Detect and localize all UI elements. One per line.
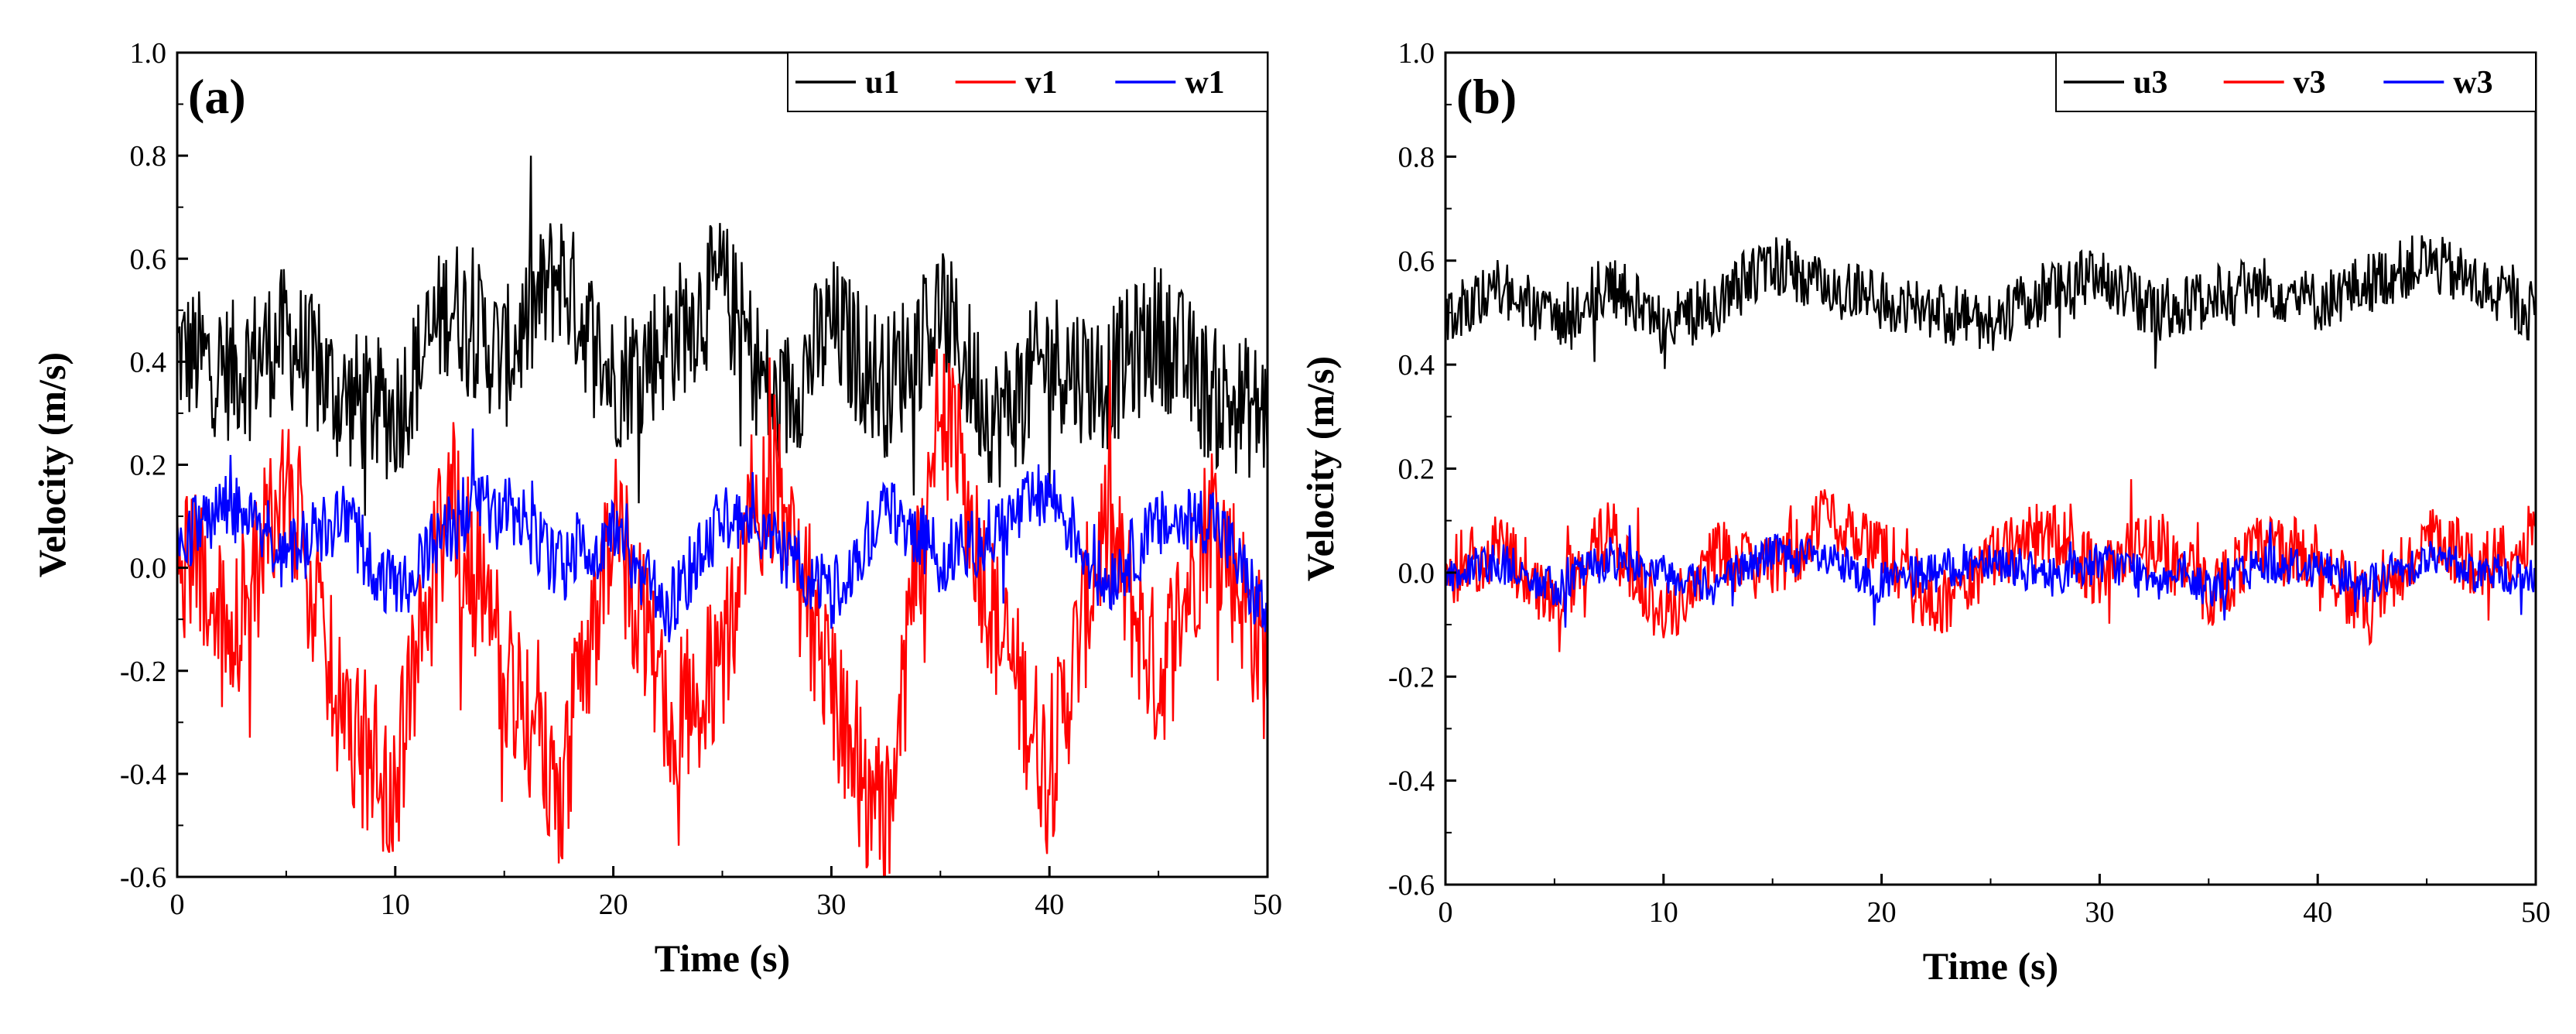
x-tick-label: 20 — [1867, 896, 1897, 929]
y-axis-title: Velocity (m/s) — [1298, 356, 1342, 581]
legend-label-w1: w1 — [1185, 65, 1224, 101]
y-tick-label: -0.6 — [120, 861, 166, 894]
y-tick-label: -0.4 — [1388, 765, 1435, 798]
x-tick-label: 0 — [170, 888, 185, 921]
y-tick-label: 0.4 — [130, 346, 167, 378]
legend: u3 v3 w3 — [2056, 53, 2536, 111]
x-tick-label: 10 — [1649, 896, 1678, 929]
y-axis-title: Velocity (m/s) — [30, 352, 74, 577]
y-tick-label: 0.0 — [1398, 557, 1435, 590]
y-tick-label: 0.8 — [1398, 141, 1435, 173]
x-tick-label: 40 — [1035, 888, 1064, 921]
y-tick-label: -0.2 — [120, 656, 166, 688]
y-tick-label: 0.8 — [130, 140, 167, 173]
x-tick-label: 50 — [1253, 888, 1282, 921]
y-tick-label: 1.0 — [1398, 37, 1435, 70]
y-tick-label: -0.2 — [1388, 661, 1435, 693]
legend-label-w3: w3 — [2453, 65, 2492, 101]
x-tick-label: 40 — [2303, 896, 2332, 929]
legend-label-v1: v1 — [1025, 65, 1058, 101]
panel-label: (b) — [1456, 69, 1517, 124]
series-line-u1 — [177, 156, 1267, 515]
x-tick-label: 0 — [1439, 896, 1453, 929]
plot-frame — [177, 53, 1267, 877]
x-tick-label: 10 — [381, 888, 410, 921]
series-line-u3 — [1445, 235, 2536, 369]
y-tick-label: 0.2 — [130, 450, 167, 482]
x-axis-title: Time (s) — [655, 936, 790, 980]
y-tick-label: 0.4 — [1398, 349, 1435, 382]
x-tick-label: 20 — [599, 888, 628, 921]
y-tick-label: 0.0 — [130, 553, 167, 585]
y-tick-label: -0.6 — [1388, 869, 1435, 902]
plot-frame — [1445, 53, 2536, 885]
legend: u1 v1 w1 — [788, 53, 1267, 111]
figure: -0.6 -0.4 -0.2 0.0 0.2 0.4 0.6 0.8 1.0 0 10 20 30 40 5… — [0, 0, 2576, 1034]
y-tick-label: 0.2 — [1398, 454, 1435, 486]
chart-panel-1: -0.6 -0.4 -0.2 0.0 0.2 0.4 0.6 0.8 1.0 0 10 20 30 40 5… — [1298, 37, 2550, 988]
y-tick-label: 0.6 — [130, 243, 167, 276]
y-tick-label: 0.6 — [1398, 245, 1435, 278]
panel-label: (a) — [188, 69, 246, 124]
chart-panel-0: -0.6 -0.4 -0.2 0.0 0.2 0.4 0.6 0.8 1.0 0 10 20 30 40 5… — [30, 37, 1282, 980]
legend-label-u1: u1 — [865, 65, 899, 101]
x-tick-label: 30 — [816, 888, 846, 921]
legend-label-u3: u3 — [2133, 65, 2167, 101]
x-tick-label: 50 — [2521, 896, 2550, 929]
x-tick-label: 30 — [2085, 896, 2114, 929]
legend-label-v3: v3 — [2294, 65, 2326, 101]
y-tick-label: 1.0 — [130, 37, 167, 70]
x-axis-title: Time (s) — [1923, 944, 2058, 988]
y-tick-label: -0.4 — [120, 758, 166, 791]
